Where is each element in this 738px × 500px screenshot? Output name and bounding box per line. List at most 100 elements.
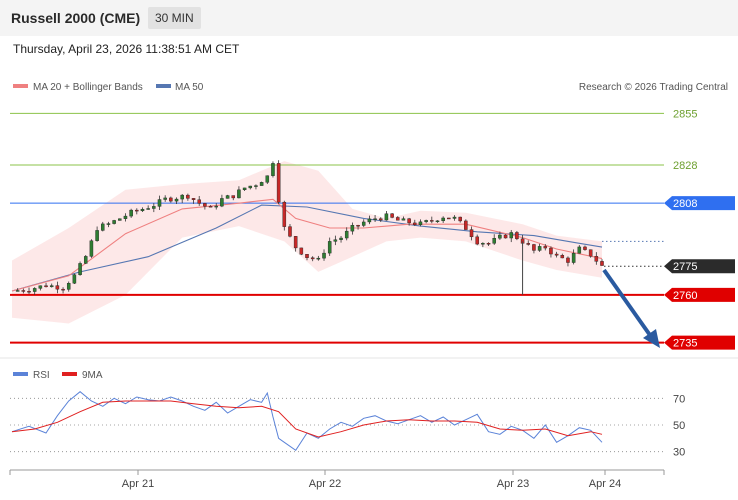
report-datetime: Thursday, April 23, 2026 11:38:51 AM CET [13, 42, 240, 56]
candle-body [214, 205, 218, 208]
candle-body [560, 255, 565, 259]
candle-body [259, 182, 264, 186]
candle-body [38, 285, 43, 289]
candle-body [543, 246, 548, 249]
candle-body [532, 244, 536, 251]
candle-body [435, 220, 440, 223]
candle-body [503, 234, 508, 239]
candle-body [526, 243, 531, 245]
candle-body [72, 274, 77, 284]
candle-body [186, 194, 190, 199]
legend-ma20-swatch [13, 84, 28, 88]
legend-ma20-label: MA 20 + Bollinger Bands [33, 82, 143, 93]
candle-body [396, 217, 400, 221]
candle-body [378, 218, 383, 221]
candle-body [373, 218, 377, 220]
candle-body [248, 185, 253, 189]
rsi-series-rsi [11, 391, 603, 452]
candle-body [21, 290, 26, 292]
price-label-2855: 2855 [673, 108, 697, 120]
candle-body [135, 209, 139, 212]
instrument-title: Russell 2000 (CME) [11, 10, 141, 26]
candle-body [447, 217, 451, 220]
candle-body [424, 220, 428, 223]
candle-body [276, 163, 281, 203]
candle-body [123, 215, 128, 219]
candle-body [242, 187, 247, 191]
candle-body [577, 246, 582, 254]
candle-body [152, 206, 156, 209]
candle-body [356, 224, 360, 227]
candle-body [509, 232, 513, 239]
legend-rsi-ma-label: 9MA [82, 370, 103, 381]
candle-body [282, 201, 287, 227]
candle-body [293, 236, 298, 249]
legend-rsi-ma-swatch [62, 372, 77, 376]
candle-body [554, 253, 559, 256]
candle-body [418, 221, 423, 225]
candle-body [549, 247, 553, 255]
candle-body [44, 285, 48, 288]
candle-body [361, 221, 366, 226]
price-label-2735-tag [664, 335, 735, 350]
candle-body [66, 283, 71, 290]
candle-body [191, 198, 196, 200]
candle-body [208, 206, 213, 208]
candle-body [327, 241, 332, 254]
candle-body [452, 216, 457, 219]
candle-body [583, 246, 587, 250]
candle-body [401, 218, 406, 221]
candle-body [95, 230, 99, 241]
candle-body [157, 199, 162, 207]
legend-rsi-label: RSI [33, 370, 50, 381]
candle-body [486, 243, 491, 245]
candle-body [146, 208, 150, 210]
candle-body [231, 195, 236, 199]
candle-body [106, 223, 111, 225]
candle-body [101, 223, 105, 231]
legend-rsi-swatch [13, 372, 28, 376]
candle-body [49, 285, 54, 288]
candle-body [305, 254, 309, 258]
candle-body [390, 213, 394, 218]
candle-body [163, 197, 167, 200]
candle-body [180, 194, 184, 200]
candle-body [129, 209, 133, 217]
candle-body [265, 175, 270, 183]
ma50-line [11, 204, 603, 292]
x-tick-label: Apr 22 [309, 478, 341, 490]
rsi-tick-30: 30 [673, 447, 685, 459]
candle-body [339, 237, 343, 240]
candle-body [112, 220, 116, 224]
rsi-series-9ma [11, 400, 603, 438]
candle-body [140, 208, 145, 212]
price-label-2760-tag [664, 287, 735, 302]
candle-body [492, 238, 496, 244]
candle-body [118, 218, 122, 221]
rsi-tick-50: 50 [673, 420, 685, 432]
candle-body [344, 230, 349, 239]
candle-body [254, 185, 258, 187]
candle-body [600, 261, 604, 266]
candle-body [464, 220, 468, 230]
candle-body [571, 253, 576, 263]
candle-body [384, 213, 389, 221]
candle-body [469, 229, 474, 238]
candle-body [89, 240, 94, 257]
candle-body [475, 236, 479, 245]
price-label-2760: 2760 [673, 290, 697, 302]
price-label-2735: 2735 [673, 338, 697, 350]
x-tick-label: Apr 23 [497, 478, 529, 490]
candle-body [430, 220, 434, 222]
price-label-2775-tag [664, 259, 735, 274]
legend-ma50-swatch [156, 84, 171, 88]
price-label-2808-tag [664, 196, 735, 211]
candle-body [515, 232, 519, 240]
candle-body [83, 256, 88, 264]
candle-body [333, 239, 338, 242]
candle-body [169, 197, 173, 202]
timeframe-badge[interactable]: 30 MIN [148, 7, 201, 29]
candle-body [407, 218, 411, 224]
candle-body [55, 285, 60, 290]
